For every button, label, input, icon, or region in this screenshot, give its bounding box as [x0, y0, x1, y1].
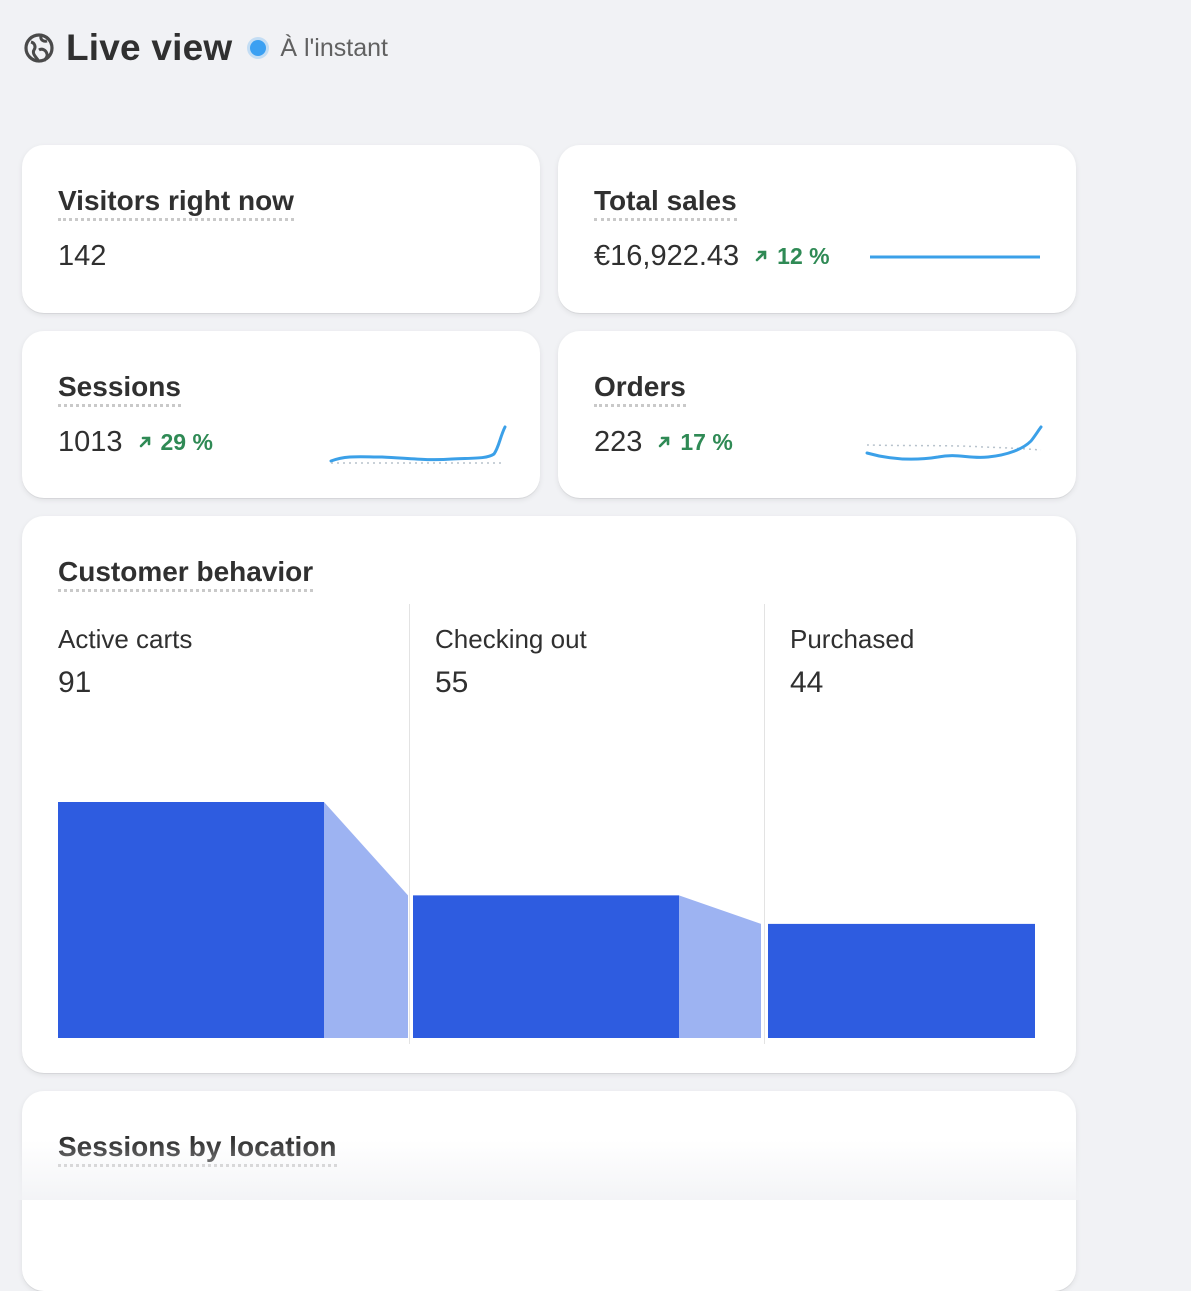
total-sales-label[interactable]: Total sales [594, 185, 737, 221]
sessions-trend: 29 % [137, 425, 213, 459]
customer-behavior-card[interactable]: Customer behavior Active carts 91 Checki… [22, 516, 1076, 1073]
sessions-trend-value: 29 % [160, 429, 213, 455]
stage-value-checking-out: 55 [435, 666, 469, 699]
orders-label[interactable]: Orders [594, 371, 686, 407]
sessions-label[interactable]: Sessions [58, 371, 181, 407]
orders-value: 223 [594, 426, 643, 458]
total-sales-card[interactable]: Total sales €16,922.43 12 % [558, 145, 1076, 313]
total-sales-value-row: €16,922.43 12 % [594, 239, 830, 273]
orders-value-row: 223 17 % [594, 425, 733, 459]
sessions-card[interactable]: Sessions 1013 29 % [22, 331, 540, 498]
stage-label-active-carts: Active carts [58, 624, 193, 654]
arrow-up-right-icon [659, 436, 670, 448]
stage-label-purchased: Purchased [790, 624, 915, 654]
stage-label-checking-out: Checking out [435, 624, 587, 654]
sessions-value: 1013 [58, 426, 123, 458]
orders-trend-value: 17 % [680, 429, 733, 455]
globe-icon [24, 33, 54, 63]
funnel-bar-active-carts [58, 802, 324, 1038]
visitors-value: 142 [58, 240, 107, 272]
orders-card[interactable]: Orders 223 17 % [558, 331, 1076, 498]
visitors-value-row: 142 [58, 239, 106, 273]
stage-divider [764, 604, 765, 1044]
total-sales-trend-value: 12 % [777, 243, 830, 269]
customer-behavior-funnel-chart [58, 802, 1035, 1038]
visitors-label[interactable]: Visitors right now [58, 185, 294, 221]
funnel-connector-checking-out [679, 895, 761, 1038]
total-sales-value: €16,922.43 [594, 240, 740, 272]
visitors-card[interactable]: Visitors right now 142 [22, 145, 540, 313]
sessions-value-row: 1013 29 % [58, 425, 213, 459]
arrow-up-right-icon [755, 250, 767, 262]
sessions-sparkline [329, 425, 507, 464]
bottom-fade [0, 1140, 1191, 1200]
page-header: Live view À l'instant [22, 27, 388, 68]
arrow-up-right-icon [139, 436, 150, 448]
funnel-connector-active-carts [324, 802, 408, 1038]
stage-value-active-carts: 91 [58, 666, 92, 699]
customer-behavior-title[interactable]: Customer behavior [58, 556, 314, 592]
page-title: Live view [66, 27, 233, 68]
live-status-dot [250, 40, 267, 56]
funnel-bar-purchased [768, 923, 1035, 1038]
funnel-bar-checking-out [413, 895, 679, 1038]
orders-sparkline [865, 425, 1043, 461]
orders-trend: 17 % [656, 425, 733, 459]
stage-value-purchased: 44 [790, 666, 824, 699]
total-sales-trend: 12 % [753, 239, 830, 273]
stage-divider [409, 604, 410, 1044]
total-sales-sparkline [870, 255, 1040, 259]
live-status-text: À l'instant [280, 33, 388, 62]
